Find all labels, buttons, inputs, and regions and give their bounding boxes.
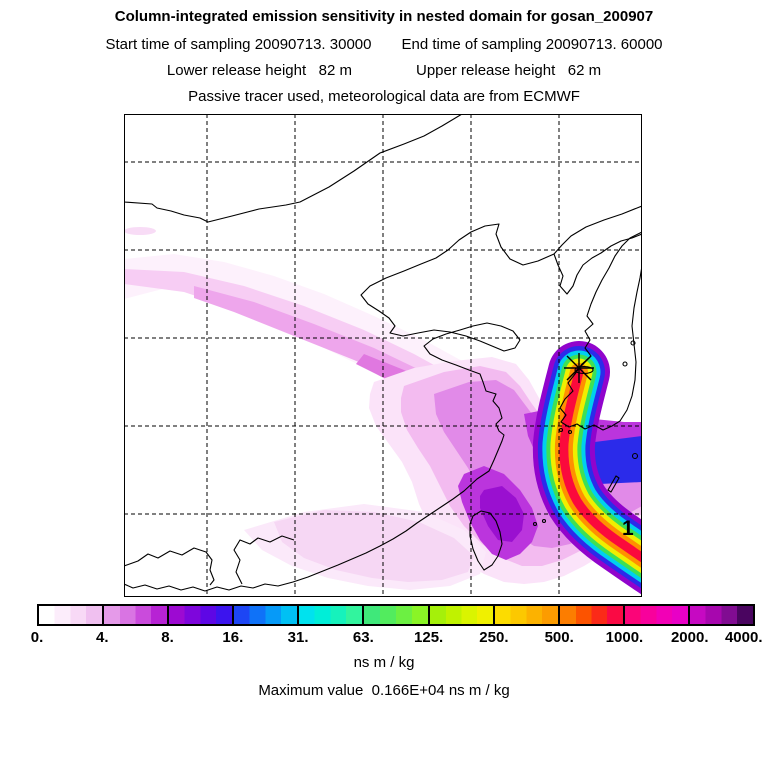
sampling-times-line: Start time of sampling 20090713. 30000 E… xyxy=(0,36,768,53)
colorbar-tick: 500. xyxy=(544,629,574,646)
trajectory-label: 1 xyxy=(622,517,634,540)
colorbar-units-line: ns m / kg xyxy=(0,654,768,671)
colorbar-segment xyxy=(232,606,298,624)
island-dot xyxy=(630,340,636,346)
colorbar-tick: 63. xyxy=(352,629,374,646)
colorbar-tick: 0. xyxy=(30,629,44,646)
colorbar-segment xyxy=(557,606,623,624)
colorbar xyxy=(37,604,755,626)
colorbar-tick: 16. xyxy=(222,629,244,646)
grid-lines xyxy=(124,114,642,597)
colorbar-segment xyxy=(297,606,363,624)
plume-core-band xyxy=(532,341,701,607)
map-svg: 1 xyxy=(123,113,701,607)
colorbar-tick-labels: 0. 4. 8. 16. 31. 63. 125. 250. 500. 1000. 2000. 400… xyxy=(0,629,768,649)
coastline-taiwan xyxy=(469,510,503,571)
colorbar-tick: 4. xyxy=(96,629,109,646)
colorbar-tick: 250. xyxy=(479,629,509,646)
sampling-start-text: Start time of sampling 20090713. 30000 xyxy=(105,36,372,53)
upper-release-text: Upper release height 62 m xyxy=(416,62,602,79)
border-south-china-2 xyxy=(233,535,295,585)
colorbar-segment xyxy=(167,606,233,624)
tracer-info-line: Passive tracer used, meteorological data… xyxy=(0,88,768,105)
island-dot xyxy=(541,518,547,524)
plot-title: Column-integrated emission sensitivity i… xyxy=(0,8,768,25)
colorbar-tick: 2000. xyxy=(670,629,709,646)
map-panel: 1 xyxy=(123,113,701,607)
plot-title-text: Column-integrated emission sensitivity i… xyxy=(114,8,654,25)
colorbar-tick: 8. xyxy=(161,629,174,646)
island-dot xyxy=(631,452,639,460)
colorbar-tick: 31. xyxy=(287,629,309,646)
colorbar-segment xyxy=(39,606,103,624)
colorbar-segment xyxy=(687,606,754,624)
tracer-info-text: Passive tracer used, meteorological data… xyxy=(188,88,580,105)
island-dot xyxy=(567,429,573,435)
colorbar-segment xyxy=(492,606,558,624)
colorbar-tick: 4000. xyxy=(724,629,763,646)
lower-release-text: Lower release height 82 m xyxy=(166,62,352,79)
colorbar-segment xyxy=(102,606,168,624)
island-slash xyxy=(607,475,620,493)
coastline-liaodong xyxy=(553,205,643,295)
colorbar-tick: 1000. xyxy=(605,629,644,646)
colorbar-segment xyxy=(362,606,428,624)
max-value-text: Maximum value 0.166E+04 ns m / kg xyxy=(258,682,510,699)
emission-plume-contours xyxy=(124,227,701,607)
border-south-china-1 xyxy=(123,547,215,586)
receptor-star-icon xyxy=(564,353,594,383)
colorbar-segment xyxy=(427,606,493,624)
colorbar-units-text: ns m / kg xyxy=(353,654,415,671)
colorbar-tick: 125. xyxy=(414,629,444,646)
coastline-korea xyxy=(559,231,643,431)
sampling-end-text: End time of sampling 20090713. 60000 xyxy=(401,36,663,53)
coastlines xyxy=(123,113,643,592)
max-value-line: Maximum value 0.166E+04 ns m / kg xyxy=(0,682,768,699)
island-dot xyxy=(532,521,538,527)
colorbar-segment xyxy=(622,606,688,624)
coastline-china-east xyxy=(123,223,555,592)
release-heights-line: Lower release height 82 m Upper release … xyxy=(0,62,768,79)
island-dot xyxy=(558,427,564,433)
coastline-north-border xyxy=(123,113,463,223)
island-dot xyxy=(622,361,628,367)
